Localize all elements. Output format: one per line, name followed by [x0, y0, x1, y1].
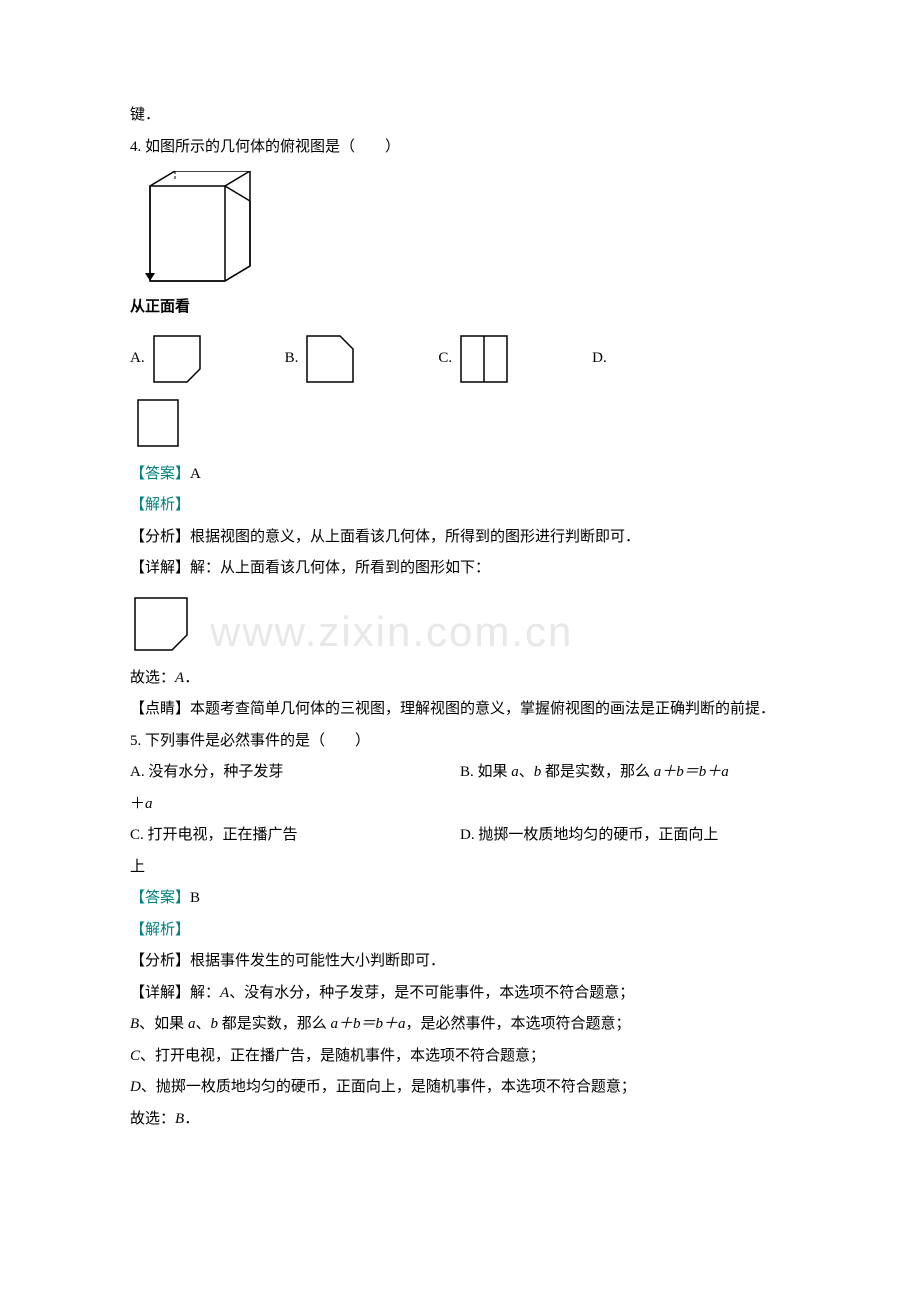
q5-optB-text: B. 如果 a、b 都是实数，那么 a＋b＝b＋a: [460, 757, 729, 789]
q4-dianjing: 【点睛】本题考查简单几何体的三视图，理解视图的意义，掌握俯视图的画法是正确判断的…: [130, 694, 790, 726]
q5-optB-continuation: ＋a: [130, 789, 790, 821]
q4-analysis-tag-line: 【解析】: [130, 490, 790, 522]
q5-conclusion-prefix: 故选：: [130, 1111, 175, 1127]
view-direction-label: 从正面看: [130, 291, 790, 323]
q5-conclusion-suffix: ．: [184, 1111, 199, 1127]
q5-optD-continuation: 上: [130, 852, 790, 884]
q4-answer-line: 【答案】A: [130, 459, 790, 491]
q5-option-c: C. 打开电视，正在播广告: [130, 820, 460, 852]
q5-detail-a: 【详解】解：A、没有水分，种子发芽，是不可能事件，本选项不符合题意；: [130, 978, 790, 1010]
q5-answer: B: [190, 890, 200, 906]
q5-detail-c: C、打开电视，正在播广告，是随机事件，本选项不符合题意；: [130, 1041, 790, 1073]
q5-options-cd: C. 打开电视，正在播广告 D. 抛掷一枚质地均匀的硬币，正面向上: [130, 820, 790, 852]
option-label-b: B.: [285, 343, 299, 375]
conclusion-suffix: ．: [184, 670, 199, 686]
q4-options-row: A. B. C. D.: [130, 331, 790, 387]
analysis-tag: 【解析】: [130, 497, 190, 513]
option-label-c: C.: [438, 343, 452, 375]
shape-option-d: [130, 395, 186, 451]
analysis-tag-q5: 【解析】: [130, 922, 190, 938]
q4-detail: 【详解】解：从上面看该几何体，所看到的图形如下：: [130, 553, 790, 585]
q5-conclusion: 故选：B．: [130, 1104, 790, 1136]
q5-detail-b: B、如果 a、b 都是实数，那么 a＋b＝b＋a，是必然事件，本选项符合题意；: [130, 1009, 790, 1041]
q5-analysis-tag-line: 【解析】: [130, 915, 790, 947]
q5-conclusion-answer: B: [175, 1111, 184, 1127]
q4-option-b: B.: [285, 331, 359, 387]
q5-analysis: 【分析】根据事件发生的可能性大小判断即可．: [130, 946, 790, 978]
answer-tag-q5: 【答案】: [130, 890, 190, 906]
conclusion-answer: A: [175, 670, 184, 686]
q5-options: A. 没有水分，种子发芽 B. 如果 a、b 都是实数，那么 a＋b＝b＋a: [130, 757, 790, 789]
q4-option-d-shape-row: [130, 395, 790, 451]
q4-conclusion: 故选：A．: [130, 663, 790, 695]
option-label-a: A.: [130, 343, 145, 375]
q5-optC-text: C. 打开电视，正在播广告: [130, 820, 298, 852]
q5-optA-text: A. 没有水分，种子发芽: [130, 757, 283, 789]
shape-option-a: [149, 331, 205, 387]
conclusion-prefix: 故选：: [130, 670, 175, 686]
shape-option-c: [456, 331, 512, 387]
geometry-3d-figure: 从正面看: [130, 171, 790, 323]
q5-option-b: B. 如果 a、b 都是实数，那么 a＋b＝b＋a: [460, 757, 790, 789]
option-label-d: D.: [592, 343, 607, 375]
q4-analysis: 【分析】根据视图的意义，从上面看该几何体，所得到的图形进行判断即可．: [130, 522, 790, 554]
q5-option-a: A. 没有水分，种子发芽: [130, 757, 460, 789]
q4-option-d: D.: [592, 343, 611, 375]
shape-option-b: [302, 331, 358, 387]
detail-shape: [130, 593, 192, 655]
q4-option-c: C.: [438, 331, 512, 387]
question-4: 4. 如图所示的几何体的俯视图是（ ）: [130, 132, 790, 164]
q5-optD-text: D. 抛掷一枚质地均匀的硬币，正面向上: [460, 820, 718, 852]
q5-option-d: D. 抛掷一枚质地均匀的硬币，正面向上: [460, 820, 790, 852]
q5-answer-line: 【答案】B: [130, 883, 790, 915]
answer-tag: 【答案】: [130, 466, 190, 482]
question-5: 5. 下列事件是必然事件的是（ ）: [130, 726, 790, 758]
q4-answer: A: [190, 466, 201, 482]
q4-option-a: A.: [130, 331, 205, 387]
previous-conclusion: 键．: [130, 100, 790, 132]
q5-detail-d: D、抛掷一枚质地均匀的硬币，正面向上，是随机事件，本选项不符合题意；: [130, 1072, 790, 1104]
